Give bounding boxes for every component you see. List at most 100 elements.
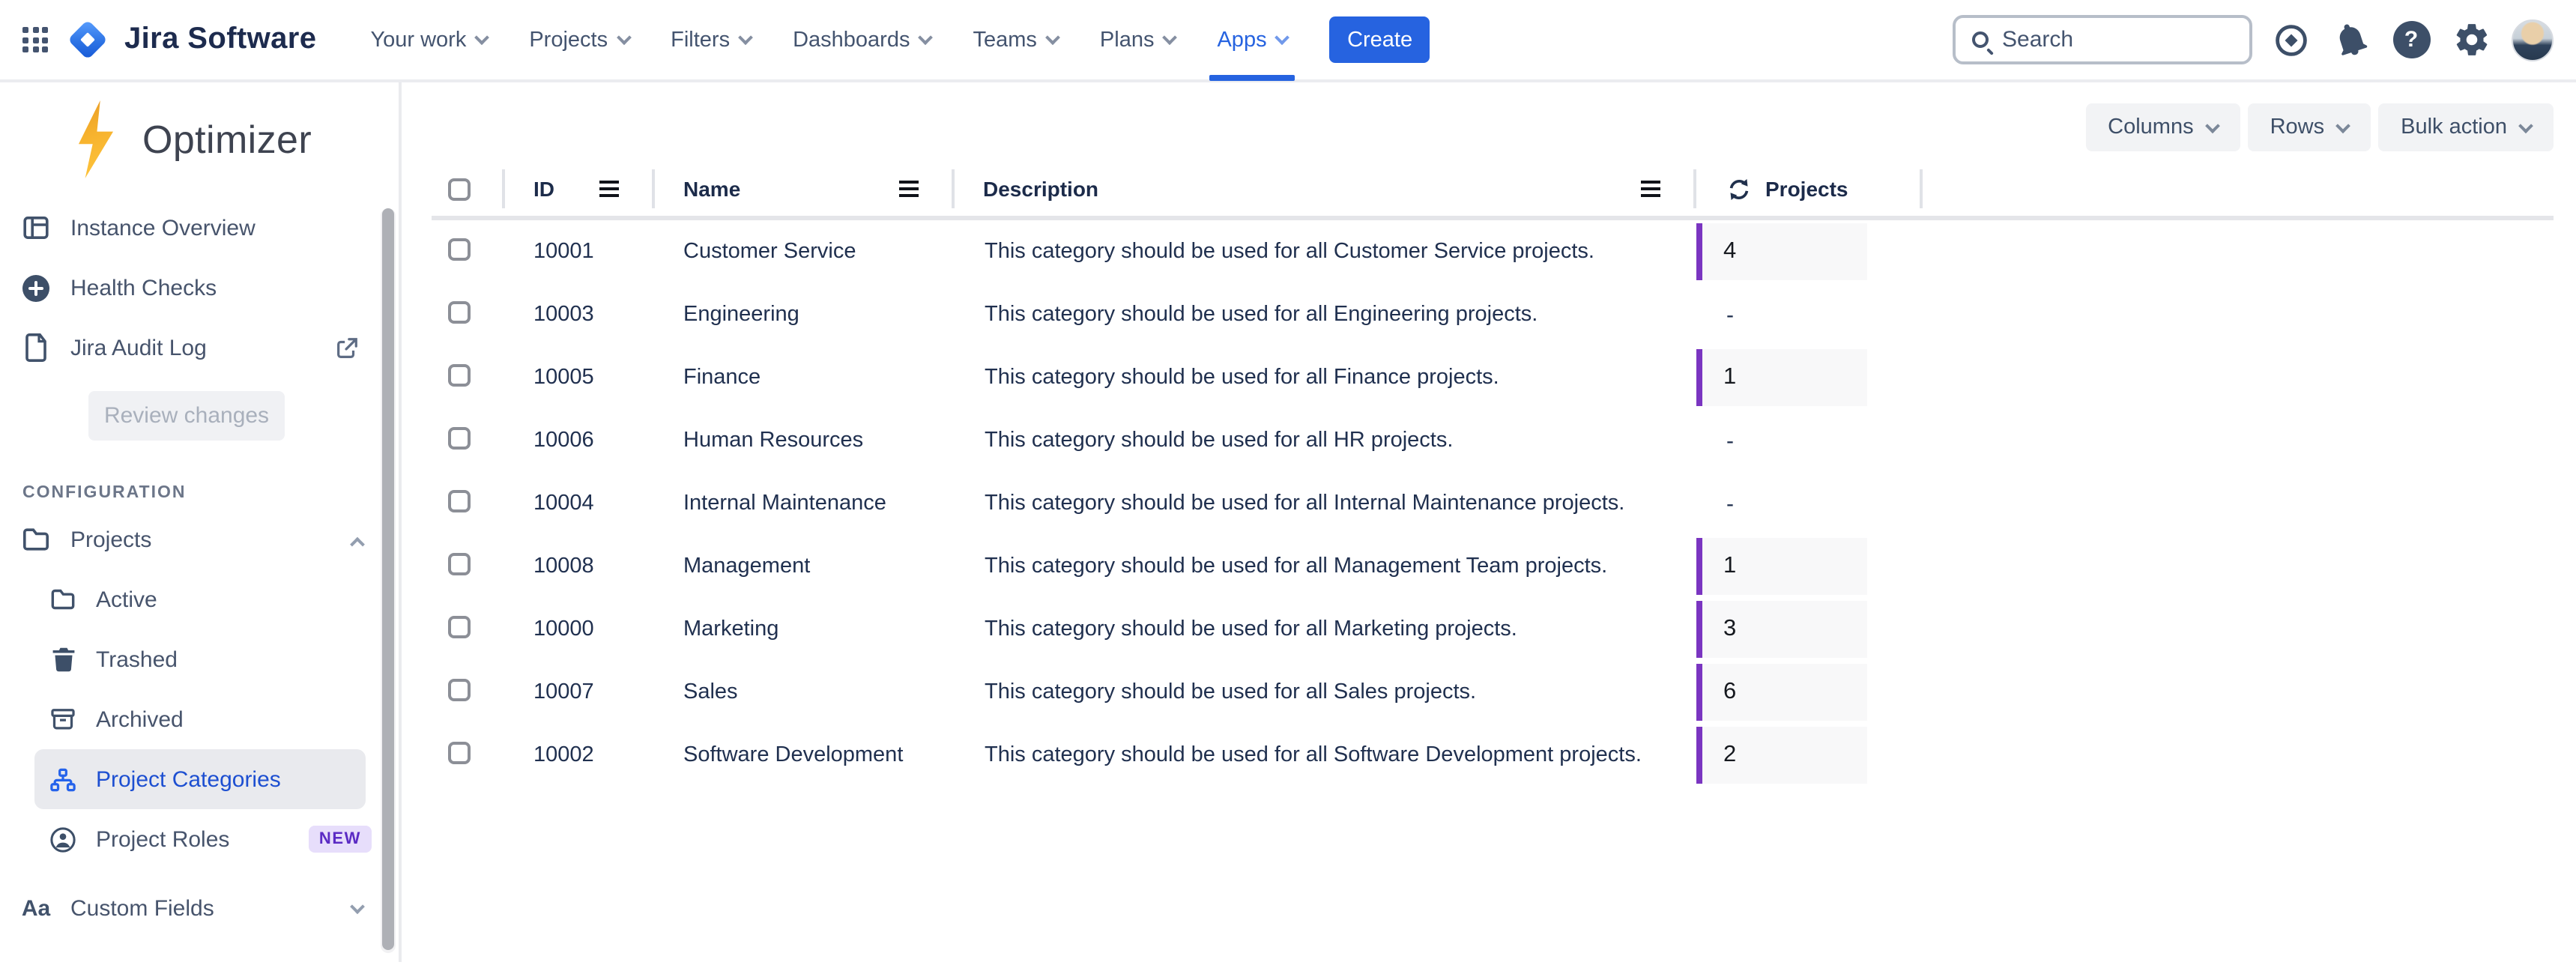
row-checkbox[interactable] [448,363,471,386]
search-box[interactable] [1953,15,2252,64]
discover-icon[interactable] [2272,20,2311,59]
table-row[interactable]: 10003 Engineering This category should b… [432,283,2554,346]
column-header-description[interactable]: Description [955,157,1696,220]
sidebar-item-label: Archived [96,707,184,732]
chevron-down-icon [1162,30,1178,46]
document-icon [21,333,51,363]
jira-logo[interactable]: Jira Software [67,19,316,60]
chevron-down-icon [1045,30,1060,46]
create-button[interactable]: Create [1329,16,1430,63]
settings-gear-icon[interactable] [2452,20,2491,59]
sidebar-group-projects[interactable]: Projects [0,509,399,569]
column-menu-icon[interactable] [1641,187,1660,191]
review-changes-button[interactable]: Review changes [88,391,285,441]
sidebar-item-health-checks[interactable]: Health Checks [0,258,399,318]
row-checkbox[interactable] [448,552,471,575]
cell-projects: - [1696,428,1923,453]
table-row[interactable]: 10007 Sales This category should be used… [432,661,2554,724]
sidebar-item-trashed[interactable]: Trashed [0,629,399,689]
top-nav: Jira Software Your work Projects Filters… [0,0,2576,82]
row-checkbox[interactable] [448,300,471,323]
table-row[interactable]: 10000 Marketing This category should be … [432,598,2554,661]
search-input[interactable] [2002,27,2212,52]
nav-item-filters[interactable]: Filters [650,0,772,81]
bulk-action-dropdown-label: Bulk action [2401,115,2507,139]
sidebar-scrollbar-thumb[interactable] [382,208,394,950]
row-checkbox[interactable] [448,238,471,260]
sidebar-item-project-roles[interactable]: Project Roles NEW [0,809,399,869]
projects-count-value: 1 [1723,553,1737,578]
nav-item-projects[interactable]: Projects [508,0,650,81]
user-avatar[interactable] [2512,19,2554,61]
cell-projects: - [1696,302,1923,327]
nav-item-label: Dashboards [793,28,910,52]
row-checkbox[interactable] [448,615,471,638]
folder-icon [49,586,76,613]
cell-name: Customer Service [683,240,856,264]
table-row[interactable]: 10002 Software Development This category… [432,724,2554,787]
sidebar-menu: Instance Overview Health Checks Jira Aud… [0,198,399,378]
sitemap-icon [49,766,76,793]
cell-id: 10000 [533,617,594,641]
cell-description: This category should be used for all Sof… [985,743,1642,767]
help-question-glyph: ? [2392,21,2430,58]
sidebar-item-jira-audit-log[interactable]: Jira Audit Log [0,318,399,378]
table-row[interactable]: 10004 Internal Maintenance This category… [432,472,2554,535]
app-switcher-icon[interactable] [22,27,48,52]
nav-item-your-work[interactable]: Your work [349,0,508,81]
nav-item-label: Plans [1099,28,1155,52]
nav-item-label: Filters [671,28,731,52]
cell-projects: 6 [1696,664,1923,721]
typography-icon: Aa [21,895,51,921]
column-header-label: ID [533,177,554,201]
help-icon[interactable]: ? [2392,20,2431,59]
nav-item-label: Teams [973,28,1037,52]
sidebar-item-instance-overview[interactable]: Instance Overview [0,198,399,258]
column-header-projects[interactable]: Projects [1696,157,1923,220]
bulk-action-dropdown[interactable]: Bulk action [2378,103,2554,151]
notifications-icon[interactable] [2332,20,2371,59]
cell-description: This category should be used for all Man… [985,554,1608,578]
column-header-name[interactable]: Name [655,157,955,220]
rows-dropdown-label: Rows [2270,115,2325,139]
nav-item-teams[interactable]: Teams [952,0,1078,81]
column-menu-icon[interactable] [899,187,919,191]
jira-logo-icon [67,19,108,60]
column-menu-icon[interactable] [599,187,619,191]
row-checkbox[interactable] [448,741,471,763]
nav-item-dashboards[interactable]: Dashboards [772,0,952,81]
main-content: Columns Rows Bulk action ID Name [402,82,2576,962]
projects-count-empty: - [1726,428,1734,453]
column-header-label: Name [683,177,741,201]
project-categories-table: ID Name Description [432,157,2554,787]
table-row[interactable]: 10008 Management This category should be… [432,535,2554,598]
table-row[interactable]: 10006 Human Resources This category shou… [432,409,2554,472]
chevron-down-icon [738,30,753,46]
table-toolbar: Columns Rows Bulk action [402,103,2576,151]
cell-name: Sales [683,680,738,704]
cell-id: 10006 [533,429,594,453]
sidebar-item-active[interactable]: Active [0,569,399,629]
sidebar-item-label: Instance Overview [70,215,256,241]
cell-name: Management [683,554,811,578]
sidebar-item-label: Health Checks [70,275,217,300]
column-header-label: Projects [1765,177,1848,201]
columns-dropdown[interactable]: Columns [2085,103,2240,151]
row-checkbox[interactable] [448,678,471,701]
sidebar-group-custom-fields[interactable]: Aa Custom Fields [0,878,399,938]
nav-item-plans[interactable]: Plans [1079,0,1197,81]
column-header-label: Description [983,177,1099,201]
projects-count-value: 6 [1723,679,1737,704]
column-header-id[interactable]: ID [505,157,655,220]
row-checkbox[interactable] [448,489,471,512]
select-all-checkbox[interactable] [448,178,471,200]
rows-dropdown[interactable]: Rows [2247,103,2371,151]
table-row[interactable]: 10001 Customer Service This category sho… [432,220,2554,283]
plus-circle-icon [21,273,51,303]
nav-item-label: Apps [1217,28,1267,52]
sidebar-item-project-categories[interactable]: Project Categories [34,749,366,809]
sidebar-item-archived[interactable]: Archived [0,689,399,749]
row-checkbox[interactable] [448,426,471,449]
table-row[interactable]: 10005 Finance This category should be us… [432,346,2554,409]
nav-item-apps[interactable]: Apps [1196,0,1308,81]
